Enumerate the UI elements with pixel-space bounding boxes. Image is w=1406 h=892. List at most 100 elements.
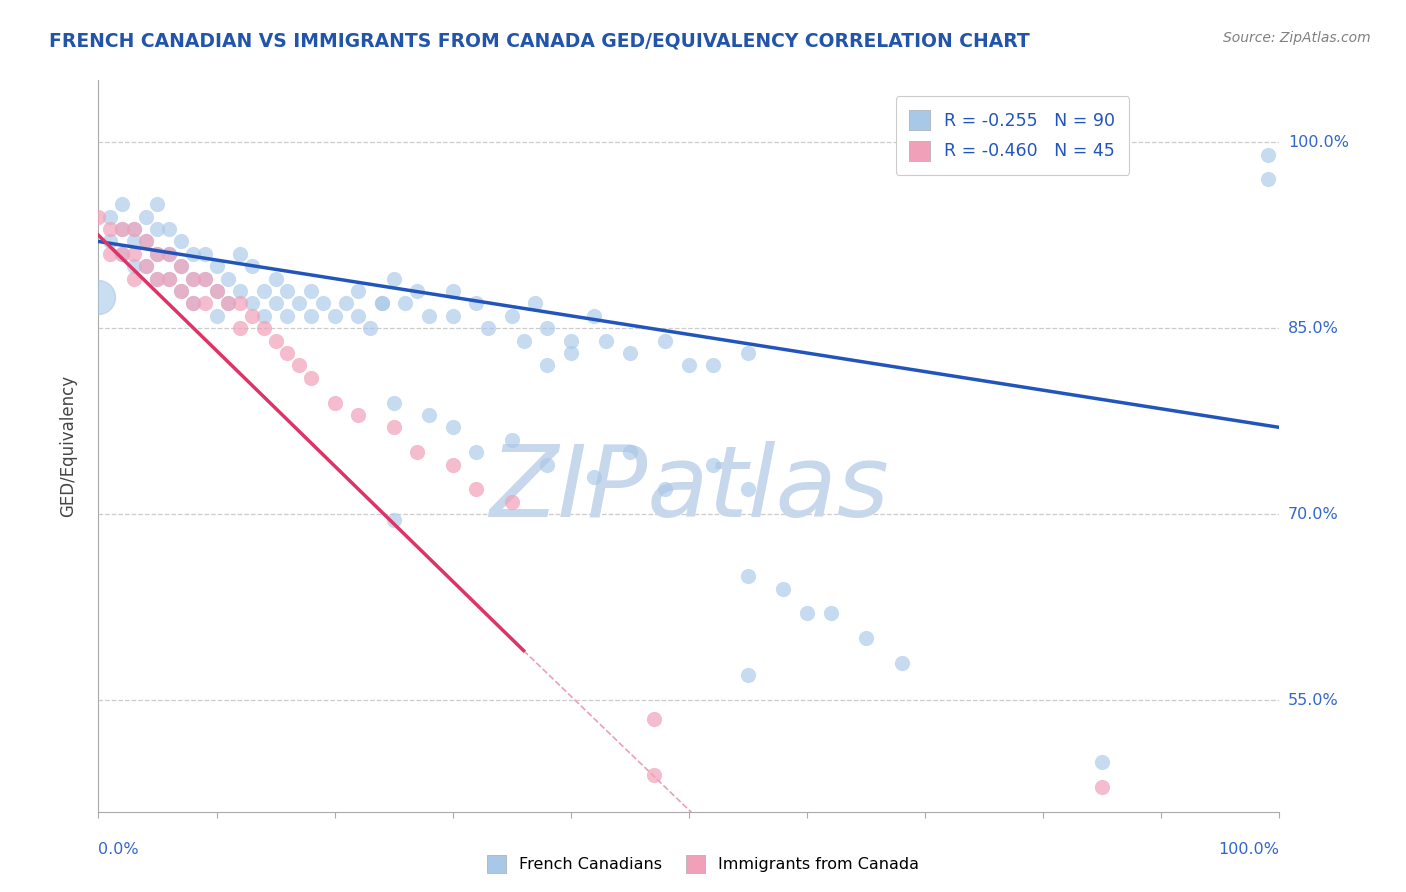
Point — [122, 235, 145, 249]
Point — [98, 222, 121, 236]
Point — [583, 470, 606, 484]
Point — [135, 259, 157, 273]
Text: 100.0%: 100.0% — [1288, 135, 1348, 150]
Point — [406, 284, 429, 298]
Point — [181, 296, 204, 310]
Point — [465, 483, 488, 497]
Point — [643, 767, 665, 781]
Point — [98, 210, 121, 224]
Point — [98, 247, 121, 261]
Point — [299, 309, 322, 323]
Point — [264, 296, 287, 310]
Text: 85.0%: 85.0% — [1288, 321, 1339, 335]
Point — [111, 197, 134, 211]
Point — [205, 309, 228, 323]
Point — [288, 359, 311, 373]
Point — [240, 259, 263, 273]
Point — [157, 271, 180, 285]
Point — [524, 296, 547, 310]
Legend: R = -0.255   N = 90, R = -0.460   N = 45: R = -0.255 N = 90, R = -0.460 N = 45 — [896, 96, 1129, 175]
Point — [205, 284, 228, 298]
Point — [619, 445, 641, 459]
Point — [796, 607, 818, 621]
Point — [157, 222, 180, 236]
Point — [170, 259, 193, 273]
Point — [465, 296, 488, 310]
Text: Source: ZipAtlas.com: Source: ZipAtlas.com — [1223, 31, 1371, 45]
Point — [253, 321, 276, 335]
Point — [299, 284, 322, 298]
Point — [323, 309, 346, 323]
Point — [441, 309, 464, 323]
Point — [288, 296, 311, 310]
Point — [595, 334, 617, 348]
Point — [643, 712, 665, 726]
Point — [217, 296, 239, 310]
Point — [98, 235, 121, 249]
Point — [264, 271, 287, 285]
Point — [359, 321, 381, 335]
Point — [702, 458, 724, 472]
Point — [181, 271, 204, 285]
Text: 100.0%: 100.0% — [1219, 842, 1279, 857]
Point — [122, 271, 145, 285]
Point — [181, 247, 204, 261]
Text: FRENCH CANADIAN VS IMMIGRANTS FROM CANADA GED/EQUIVALENCY CORRELATION CHART: FRENCH CANADIAN VS IMMIGRANTS FROM CANAD… — [49, 31, 1031, 50]
Point — [737, 346, 759, 360]
Point — [146, 271, 169, 285]
Point — [347, 309, 370, 323]
Point — [253, 284, 276, 298]
Point — [253, 309, 276, 323]
Point — [229, 284, 252, 298]
Point — [194, 271, 217, 285]
Point — [276, 284, 298, 298]
Point — [157, 271, 180, 285]
Point — [382, 271, 405, 285]
Point — [87, 290, 110, 304]
Point — [512, 334, 534, 348]
Point — [737, 483, 759, 497]
Point — [87, 210, 110, 224]
Point — [654, 483, 676, 497]
Point — [501, 433, 523, 447]
Text: 55.0%: 55.0% — [1288, 693, 1339, 707]
Point — [181, 296, 204, 310]
Point — [382, 420, 405, 434]
Point — [855, 631, 877, 645]
Point — [146, 222, 169, 236]
Point — [194, 247, 217, 261]
Point — [347, 284, 370, 298]
Legend: French Canadians, Immigrants from Canada: French Canadians, Immigrants from Canada — [481, 848, 925, 880]
Point — [371, 296, 394, 310]
Point — [299, 371, 322, 385]
Point — [122, 247, 145, 261]
Point — [111, 247, 134, 261]
Point — [194, 296, 217, 310]
Point — [111, 222, 134, 236]
Point — [441, 420, 464, 434]
Point — [418, 309, 440, 323]
Point — [501, 495, 523, 509]
Point — [465, 445, 488, 459]
Point — [406, 445, 429, 459]
Point — [122, 222, 145, 236]
Point — [264, 334, 287, 348]
Point — [170, 284, 193, 298]
Point — [702, 359, 724, 373]
Point — [560, 334, 582, 348]
Point — [146, 247, 169, 261]
Text: ZIPatlas: ZIPatlas — [489, 442, 889, 539]
Point — [477, 321, 499, 335]
Point — [135, 210, 157, 224]
Point — [111, 247, 134, 261]
Point — [371, 296, 394, 310]
Point — [1091, 755, 1114, 769]
Point — [418, 408, 440, 422]
Point — [170, 259, 193, 273]
Point — [501, 309, 523, 323]
Point — [276, 309, 298, 323]
Point — [441, 284, 464, 298]
Text: 70.0%: 70.0% — [1288, 507, 1339, 522]
Point — [205, 284, 228, 298]
Point — [217, 296, 239, 310]
